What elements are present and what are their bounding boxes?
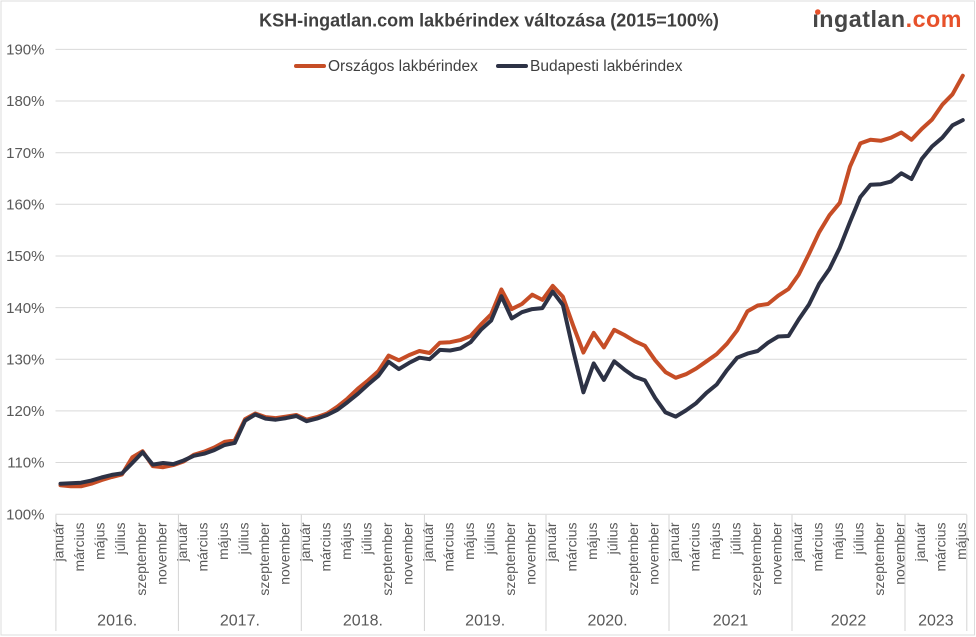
svg-text:november: november [892, 522, 908, 585]
svg-text:2018.: 2018. [343, 613, 383, 630]
svg-text:november: november [768, 522, 784, 585]
svg-text:január: január [912, 522, 928, 562]
svg-text:március: március [440, 523, 456, 572]
svg-text:január: január [420, 522, 436, 562]
svg-text:2019.: 2019. [465, 613, 505, 630]
svg-text:110%: 110% [7, 455, 44, 472]
svg-text:május: május [707, 523, 723, 560]
svg-text:2023: 2023 [918, 613, 954, 630]
svg-text:január: január [666, 522, 682, 562]
svg-text:július: július [112, 523, 128, 556]
svg-text:szeptember: szeptember [256, 522, 272, 595]
svg-text:november: november [153, 522, 169, 585]
svg-text:KSH-ingatlan.com lakbérindex v: KSH-ingatlan.com lakbérindex változása (… [259, 11, 719, 31]
svg-text:november: november [399, 522, 415, 585]
svg-text:2016.: 2016. [97, 613, 137, 630]
svg-text:160%: 160% [6, 197, 44, 214]
svg-text:150%: 150% [6, 248, 44, 265]
svg-text:szeptember: szeptember [502, 522, 518, 595]
svg-text:március: március [71, 523, 87, 572]
svg-text:2022: 2022 [831, 613, 867, 630]
svg-text:március: március [686, 523, 702, 572]
svg-text:március: március [194, 523, 210, 572]
svg-text:140%: 140% [6, 300, 44, 317]
svg-text:május: május [953, 523, 969, 560]
svg-text:szeptember: szeptember [871, 522, 887, 595]
svg-text:180%: 180% [6, 93, 44, 110]
svg-text:március: március [933, 523, 949, 572]
svg-text:január: január [297, 522, 313, 562]
svg-text:május: május [215, 523, 231, 560]
svg-text:szeptember: szeptember [625, 522, 641, 595]
svg-text:július: július [851, 523, 867, 556]
svg-text:szeptember: szeptember [748, 522, 764, 595]
svg-text:május: május [830, 523, 846, 560]
svg-text:november: november [522, 522, 538, 585]
svg-text:120%: 120% [6, 403, 44, 420]
svg-text:Budapesti lakbérindex: Budapesti lakbérindex [530, 58, 683, 75]
svg-text:május: május [461, 523, 477, 560]
svg-text:március: március [317, 523, 333, 572]
svg-text:november: november [645, 522, 661, 585]
svg-text:július: július [727, 523, 743, 556]
svg-text:2020.: 2020. [587, 613, 627, 630]
svg-text:május: május [584, 523, 600, 560]
svg-text:május: május [92, 523, 108, 560]
svg-text:július: július [235, 523, 251, 556]
svg-text:július: július [604, 523, 620, 556]
svg-text:január: január [543, 522, 559, 562]
svg-text:szeptember: szeptember [133, 522, 149, 595]
svg-text:január: január [51, 522, 67, 562]
svg-text:július: július [358, 523, 374, 556]
svg-text:Országos lakbérindex: Országos lakbérindex [328, 58, 478, 75]
svg-text:január: január [789, 522, 805, 562]
svg-text:március: március [563, 523, 579, 572]
svg-text:július: július [481, 523, 497, 556]
svg-text:190%: 190% [6, 42, 44, 59]
svg-text:2021: 2021 [713, 613, 749, 630]
svg-text:2017.: 2017. [220, 613, 260, 630]
svg-text:január: január [174, 522, 190, 562]
svg-text:100%: 100% [6, 506, 44, 523]
svg-text:május: május [338, 523, 354, 560]
svg-text:170%: 170% [6, 145, 44, 162]
svg-text:szeptember: szeptember [379, 522, 395, 595]
svg-text:március: március [809, 523, 825, 572]
svg-text:130%: 130% [6, 351, 44, 368]
svg-text:november: november [276, 522, 292, 585]
svg-text:ıngatlan.com: ıngatlan.com [812, 6, 962, 32]
